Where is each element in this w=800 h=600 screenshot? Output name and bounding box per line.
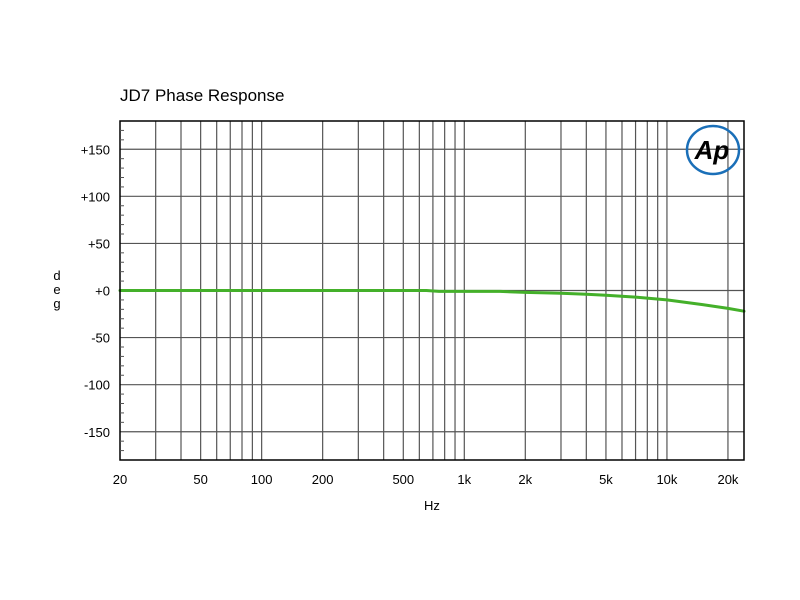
x-tick-label: 200 (312, 472, 334, 487)
chart-title: JD7 Phase Response (120, 86, 284, 105)
y-tick-label: -50 (91, 331, 110, 346)
x-tick-label: 1k (457, 472, 471, 487)
y-tick-label: -100 (84, 378, 110, 393)
x-tick-label: 500 (392, 472, 414, 487)
x-tick-label: 20 (113, 472, 127, 487)
x-tick-label: 2k (518, 472, 532, 487)
y-minor-ticks (120, 129, 124, 452)
y-tick-labels: +150 +100 +50 +0 -50 -100 -150 (81, 142, 110, 440)
phase-series-line (118, 289, 746, 313)
y-axis-label-letter: d (53, 268, 60, 283)
y-tick-label: +100 (81, 189, 110, 204)
x-tick-labels: 20 50 100 200 500 1k 2k 5k 10k 20k (113, 472, 739, 487)
ap-logo: Ap (685, 124, 741, 176)
y-axis-label-letter: g (53, 296, 60, 311)
plot-frame (119, 120, 745, 461)
x-tick-label: 5k (599, 472, 613, 487)
y-tick-label: +50 (88, 236, 110, 251)
y-tick-label: -150 (84, 425, 110, 440)
ap-logo-ring (685, 124, 741, 176)
x-tick-label: 50 (193, 472, 207, 487)
ap-logo-text: Ap (694, 135, 730, 165)
x-tick-label: 20k (717, 472, 738, 487)
y-tick-label: +0 (95, 284, 110, 299)
x-axis-label: Hz (424, 498, 440, 513)
x-tick-label: 10k (656, 472, 677, 487)
y-axis-label-letter: e (53, 282, 60, 297)
series-layer (118, 289, 746, 313)
y-tick-label: +150 (81, 142, 110, 157)
x-tick-label: 100 (251, 472, 273, 487)
